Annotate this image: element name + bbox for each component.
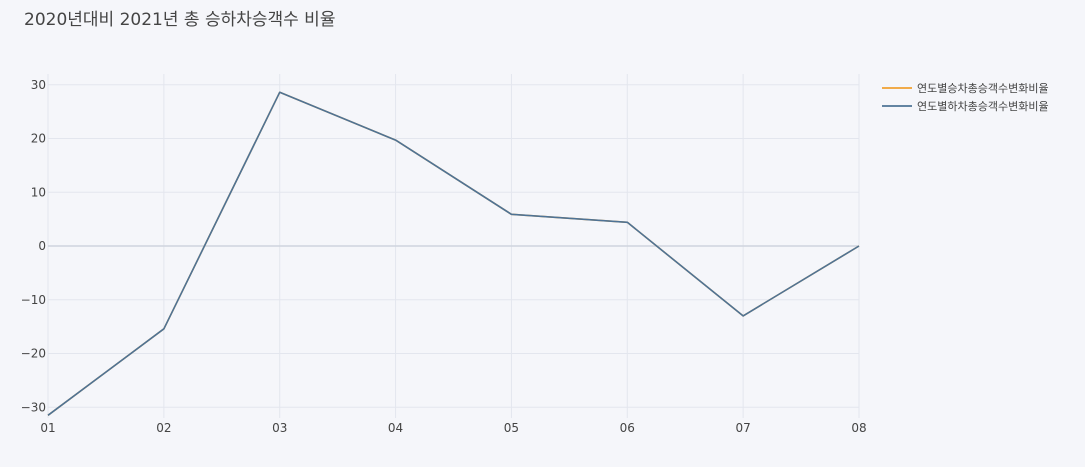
legend-label: 연도별하차총승객수변화비율 [917,99,1049,113]
series-lines [47,91,860,416]
legend-label: 연도별승차총승객수변화비율 [917,82,1049,95]
y-tick-labels: −30 −20 −10 0 10 20 30 [21,78,46,415]
x-tick-label: 08 [851,421,866,435]
y-tick-label: 10 [31,185,46,199]
y-tick-label: 0 [38,239,46,253]
series-line-2 [47,91,860,416]
y-tick-label: 30 [31,78,46,92]
x-tick-labels: 01 02 03 04 05 06 07 08 [40,421,866,435]
y-tick-label: 20 [31,132,46,146]
chart-title: 2020년대비 2021년 총 승하차승객수 비율 [24,10,336,30]
x-tick-label: 03 [272,421,287,435]
y-tick-label: −30 [21,400,46,414]
y-tick-label: −20 [21,347,46,361]
y-tick-label: −10 [21,293,46,307]
x-tick-label: 04 [388,421,403,435]
x-tick-label: 06 [620,421,635,435]
x-tick-label: 07 [736,421,751,435]
x-tick-label: 02 [156,421,171,435]
x-tick-label: 05 [504,421,519,435]
y-gridlines [48,84,859,408]
series-line-1 [47,91,860,416]
x-tick-label: 01 [40,421,55,435]
